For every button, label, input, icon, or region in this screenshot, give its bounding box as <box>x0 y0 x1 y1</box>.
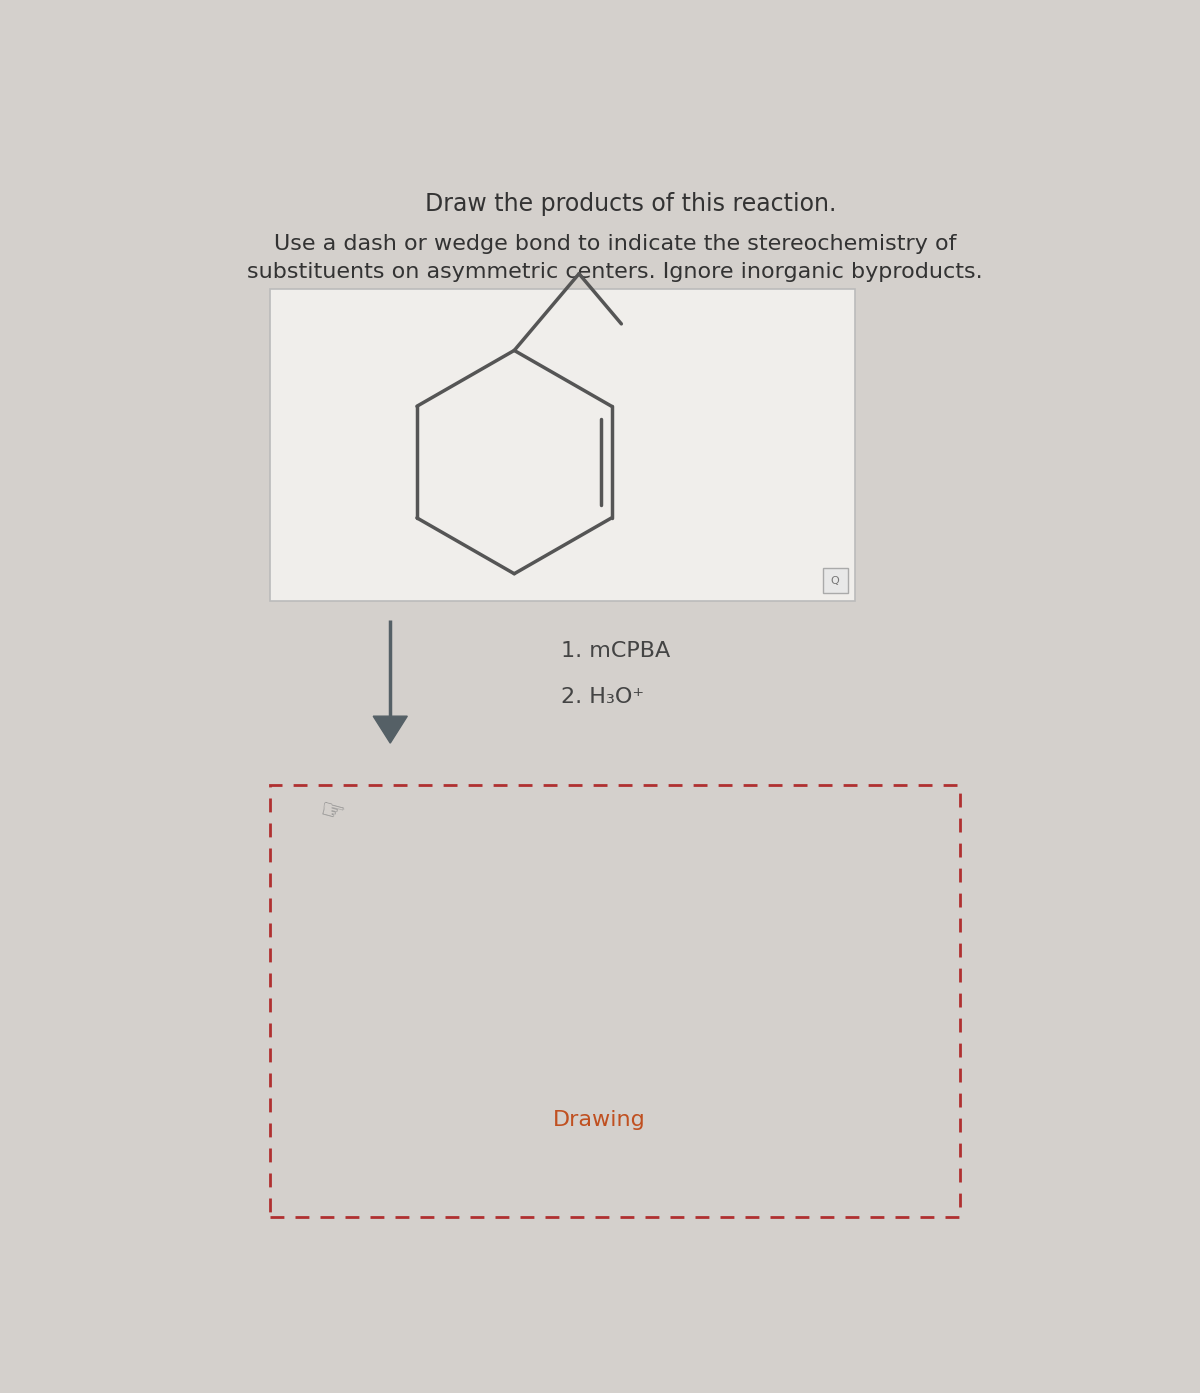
Text: 1. mCPBA: 1. mCPBA <box>560 641 670 660</box>
Text: Drawing: Drawing <box>553 1110 646 1131</box>
Bar <box>270 786 960 1216</box>
Text: ☞: ☞ <box>317 795 348 829</box>
Text: Q: Q <box>830 575 840 585</box>
Polygon shape <box>373 716 407 742</box>
Text: 2. H₃O⁺: 2. H₃O⁺ <box>560 687 644 706</box>
Bar <box>270 288 856 600</box>
Text: Draw the products of this reaction.: Draw the products of this reaction. <box>425 192 836 216</box>
Text: Use a dash or wedge bond to indicate the stereochemistry of
substituents on asym: Use a dash or wedge bond to indicate the… <box>247 234 983 281</box>
Bar <box>823 568 847 593</box>
